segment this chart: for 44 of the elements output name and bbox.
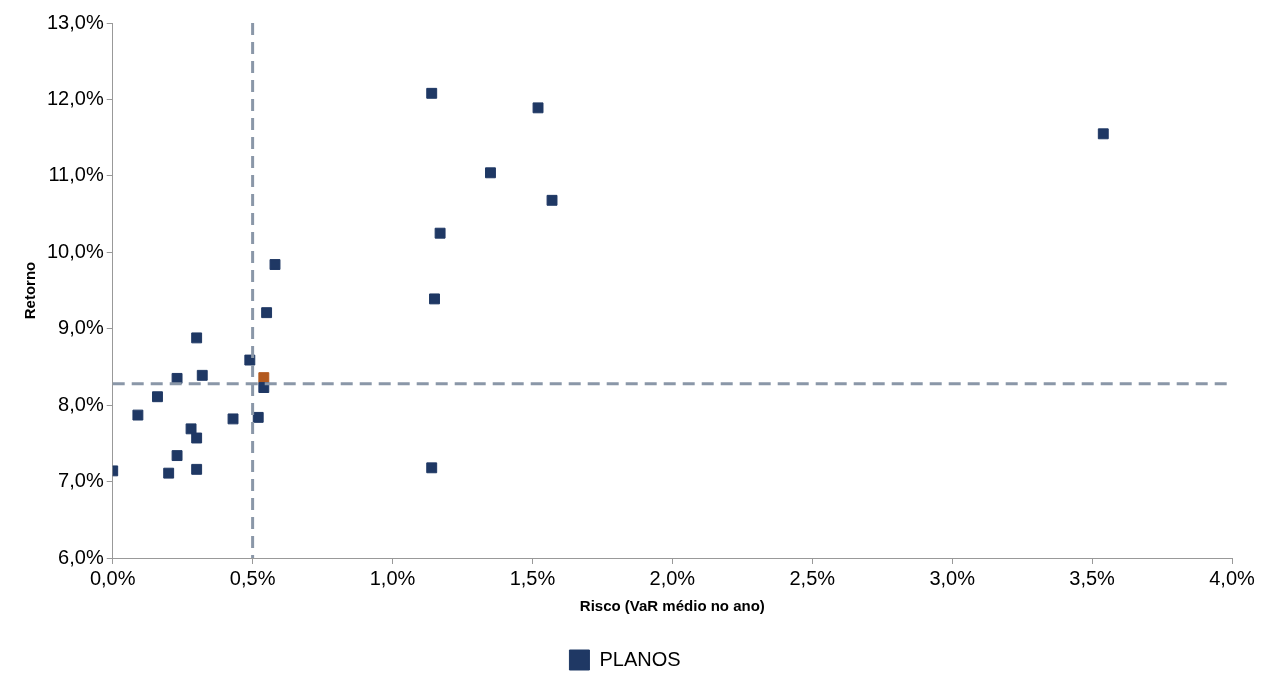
point <box>261 307 273 319</box>
y-axis-title: Retorno <box>21 261 39 320</box>
x-tick-label: 3,5% <box>1069 566 1116 589</box>
x-tick-label: 3,0% <box>929 566 976 589</box>
point <box>546 194 558 206</box>
point <box>171 450 183 462</box>
point <box>485 167 496 179</box>
point <box>258 382 270 394</box>
x-tick-label: 0,0% <box>89 566 136 589</box>
legend-label: PLANOS <box>599 647 681 670</box>
point <box>185 423 197 435</box>
point <box>269 259 281 270</box>
x-tick-label: 2,0% <box>649 566 696 589</box>
point <box>152 391 163 403</box>
point <box>163 467 175 479</box>
x-tick-label: 2,5% <box>789 566 836 589</box>
x-tick-label: 0,5% <box>229 566 276 589</box>
point <box>1097 128 1109 140</box>
point <box>429 293 440 305</box>
point <box>227 413 239 425</box>
y-tick-label: 8,0% <box>58 392 104 415</box>
x-tick-label: 1,5% <box>509 566 556 589</box>
x-tick-label: 4,0% <box>1209 566 1256 589</box>
point <box>191 463 203 475</box>
y-tick-label: 7,0% <box>58 469 104 492</box>
y-tick-label: 13,0% <box>46 10 104 33</box>
point <box>426 462 438 474</box>
point <box>532 102 544 114</box>
y-tick-label: 12,0% <box>46 86 104 109</box>
point <box>132 409 144 421</box>
y-tick-label: 11,0% <box>48 163 104 186</box>
y-tick-label: 6,0% <box>58 545 104 568</box>
point <box>258 372 270 384</box>
x-tick-label: 1,0% <box>369 566 416 589</box>
point <box>191 332 203 344</box>
point <box>252 411 264 423</box>
y-tick-label: 9,0% <box>58 316 104 339</box>
point <box>434 227 446 239</box>
point <box>191 432 203 444</box>
point <box>426 87 438 99</box>
x-axis-title: Risco (VaR médio no ano) <box>579 597 765 615</box>
point <box>196 369 208 381</box>
y-tick-label: 10,0% <box>46 239 104 262</box>
point <box>244 354 256 366</box>
